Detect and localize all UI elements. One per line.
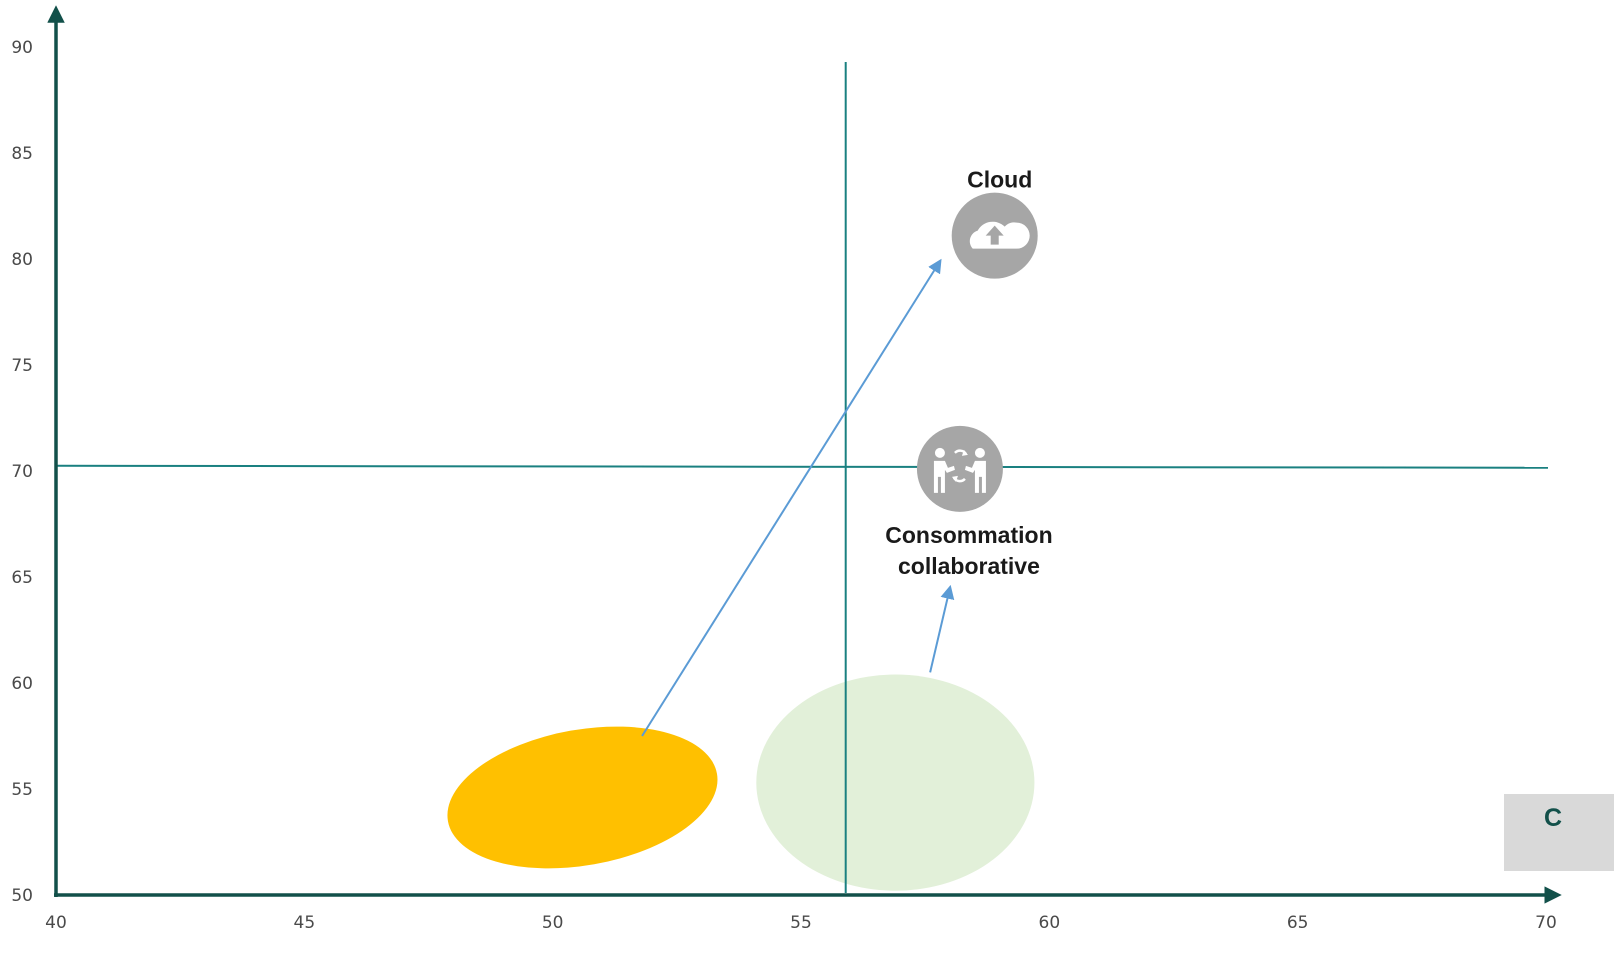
y-tick-labels: 50 55 60 65 70 75 80 85 90 [11, 38, 33, 906]
ellipses-layer [447, 674, 1035, 891]
x-tick-label-55: 55 [790, 913, 812, 933]
y-tick-label-70: 70 [11, 462, 33, 482]
ellipse-yellow [447, 726, 718, 869]
x-tick-label-40: 40 [45, 913, 67, 933]
x-tick-label-65: 65 [1287, 913, 1309, 933]
y-tick-label-85: 85 [11, 144, 33, 164]
x-tick-label-70: 70 [1535, 913, 1557, 933]
y-tick-label-75: 75 [11, 356, 33, 376]
y-tick-label-90: 90 [11, 38, 33, 58]
cloud-upload-icon [969, 221, 1030, 249]
cloud-point: Cloud [951, 167, 1038, 279]
x-tick-label-50: 50 [542, 913, 564, 933]
x-tick-label-60: 60 [1039, 913, 1061, 933]
y-tick-label-50: 50 [11, 886, 33, 906]
horizontal-divider [55, 464, 1549, 469]
people-exchange-icon [933, 447, 986, 493]
consommation-label-line-1: Consommation [885, 522, 1052, 548]
arrow-to-cloud [641, 258, 942, 737]
y-tick-label-55: 55 [11, 780, 33, 800]
arrows-layer [641, 258, 955, 737]
arrow-to-consommation [929, 584, 955, 673]
y-tick-label-60: 60 [11, 674, 33, 694]
people-icon-background [916, 425, 1003, 512]
x-tick-label-45: 45 [294, 913, 316, 933]
y-tick-label-80: 80 [11, 250, 33, 270]
x-tick-labels: 40 45 50 55 60 65 70 [45, 913, 1557, 933]
consommation-label-line-2: collaborative [898, 553, 1040, 579]
ellipse-green [756, 674, 1035, 891]
consommation-collaborative-point: Consommation collaborative [885, 425, 1053, 579]
quadrant-dividers [55, 62, 1549, 893]
cropped-legend-text: C [1544, 804, 1563, 832]
cropped-legend-box: C [1504, 794, 1614, 871]
cloud-label: Cloud [967, 167, 1032, 193]
y-tick-label-65: 65 [11, 568, 33, 588]
